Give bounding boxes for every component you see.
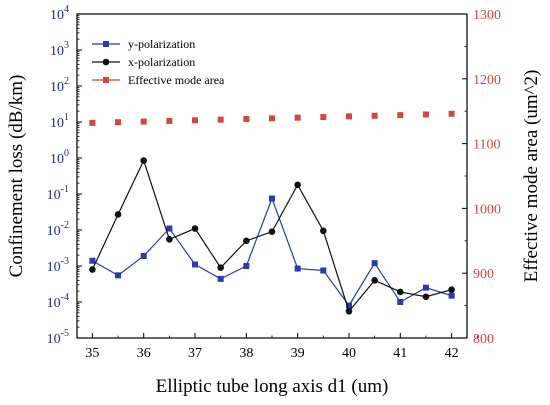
- data-point: [217, 275, 224, 282]
- data-point: [320, 267, 327, 274]
- x-tick-label: 41: [393, 346, 407, 361]
- legend-marker: [103, 77, 109, 83]
- data-point: [140, 118, 147, 125]
- data-point: [448, 110, 455, 117]
- legend-marker: [103, 41, 109, 47]
- legend-label: x-polarization: [128, 55, 195, 69]
- data-point: [320, 114, 327, 121]
- data-point: [294, 181, 301, 189]
- series-layer: [89, 110, 455, 315]
- data-point: [294, 265, 301, 272]
- left-tick-label: 10-2: [47, 220, 69, 239]
- data-point: [422, 293, 430, 301]
- data-point: [114, 211, 122, 218]
- data-point: [396, 288, 404, 296]
- data-point: [166, 225, 173, 232]
- data-point: [89, 257, 96, 264]
- data-point: [166, 236, 173, 243]
- data-point: [371, 277, 378, 284]
- data-point: [243, 115, 250, 122]
- left-tick-label: 103: [50, 40, 69, 59]
- legend-marker: [102, 58, 110, 66]
- data-point: [345, 302, 352, 309]
- left-tick-label: 10-4: [47, 292, 69, 311]
- data-point: [397, 299, 404, 305]
- left-axis: 10-5 10-4 10-3 10-2 10-1 100 101 102 103 104: [47, 4, 82, 347]
- left-tick-label: 104: [50, 4, 69, 23]
- data-point: [140, 157, 148, 164]
- left-tick-label: 10-3: [47, 256, 69, 275]
- right-tick-label: 1200: [473, 73, 501, 88]
- x-tick-label: 40: [342, 346, 356, 361]
- data-point: [166, 117, 173, 124]
- data-point: [448, 292, 455, 299]
- data-point: [192, 117, 199, 124]
- data-point: [115, 272, 122, 279]
- left-tick-label: 10-1: [47, 184, 69, 203]
- data-point: [192, 261, 199, 268]
- right-tick-label: 1300: [473, 8, 501, 23]
- data-point: [269, 115, 275, 122]
- data-point: [243, 237, 250, 245]
- left-tick-label: 10-5: [47, 328, 69, 347]
- data-point: [371, 260, 378, 267]
- right-tick-label: 1000: [473, 202, 501, 217]
- right-tick-label: 800: [473, 332, 494, 347]
- data-point: [268, 228, 276, 235]
- data-point: [294, 114, 301, 121]
- data-point: [345, 113, 352, 120]
- x-tick-label: 35: [85, 346, 99, 361]
- data-point: [320, 227, 327, 235]
- data-point: [115, 119, 122, 126]
- left-tick-label: 101: [50, 112, 69, 131]
- right-tick-label: 1100: [473, 138, 500, 153]
- data-point: [191, 225, 199, 232]
- x-axis-title: Elliptic tube long axis d1 (um): [156, 376, 389, 397]
- right-y-axis-title: Effective mode area (um^2): [521, 70, 542, 283]
- legend-label: y-polarization: [128, 37, 195, 51]
- data-point: [397, 112, 404, 119]
- x-tick-label: 39: [291, 346, 305, 361]
- data-point: [217, 116, 224, 123]
- data-point: [89, 266, 96, 273]
- data-point: [269, 195, 275, 202]
- left-tick-label: 100: [50, 148, 69, 167]
- data-point: [140, 252, 147, 259]
- data-point: [89, 119, 96, 126]
- data-point: [422, 284, 429, 291]
- data-point: [371, 112, 378, 119]
- x-tick-label: 37: [188, 346, 202, 361]
- data-point: [448, 286, 455, 293]
- data-point: [243, 263, 250, 269]
- x-tick-label: 36: [137, 346, 151, 361]
- left-tick-label: 102: [50, 76, 69, 95]
- legend: y-polarization x-polarization Effective mo…: [92, 37, 225, 87]
- data-point: [345, 308, 353, 315]
- x-tick-label: 38: [239, 346, 253, 361]
- data-point: [217, 264, 224, 271]
- right-axis: 800 900 1000 1100 1200 1300: [462, 8, 501, 347]
- legend-label: Effective mode area: [128, 73, 225, 87]
- x-axis: 35 36 37 38 39 40 41 42: [85, 333, 478, 361]
- right-tick-label: 900: [473, 267, 494, 282]
- data-point: [422, 111, 429, 118]
- left-y-axis-title: Confinement loss (dB/km): [6, 75, 27, 278]
- x-tick-label: 42: [445, 346, 459, 361]
